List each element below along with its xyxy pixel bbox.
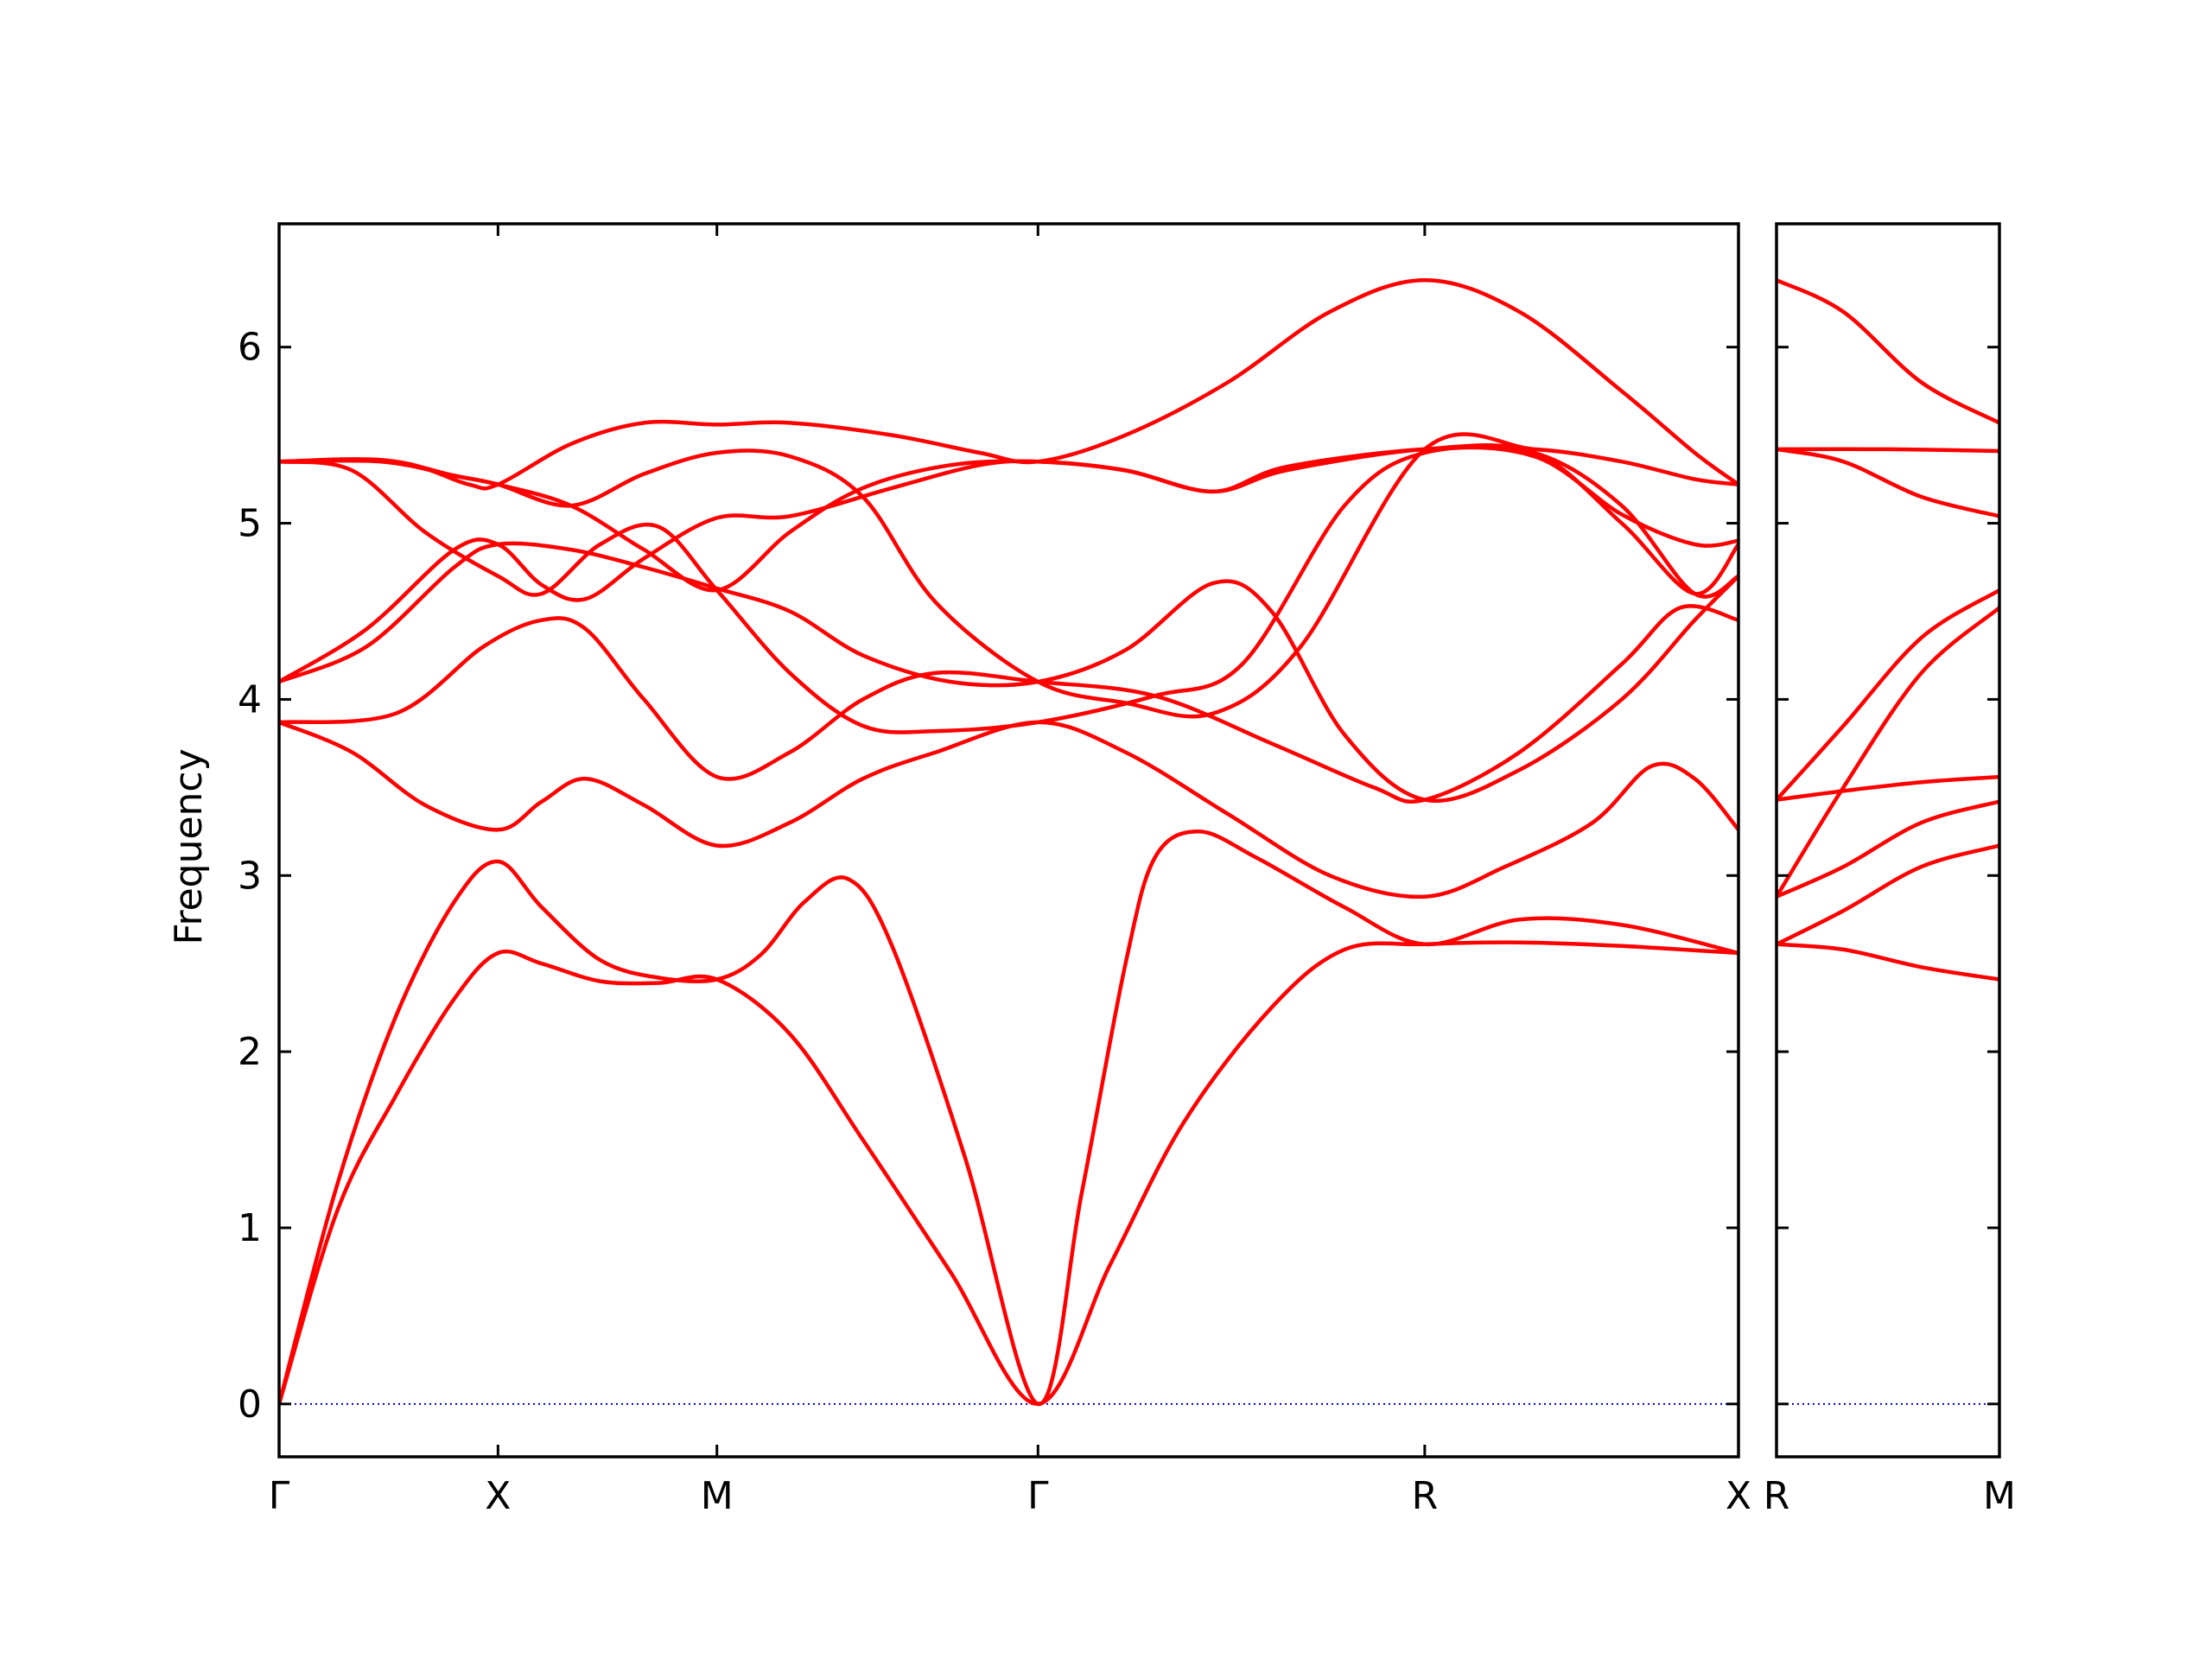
band-line-8	[1777, 447, 1999, 454]
band-line-9	[1777, 277, 1999, 425]
band-line-6	[1777, 588, 1999, 802]
band-line-1	[279, 940, 1738, 1407]
x-tick-label: M	[701, 1474, 734, 1518]
band-line-5	[279, 541, 1738, 804]
y-tick-label: 5	[238, 502, 262, 546]
band-line-7	[1777, 447, 1999, 518]
band-line-4	[279, 604, 1738, 804]
band-line-2	[1777, 843, 1999, 947]
plot-frame	[277, 222, 1740, 1459]
band-line-10	[279, 277, 1738, 491]
y-tick-label: 4	[238, 677, 262, 721]
y-axis-label: Frequency	[167, 748, 211, 944]
band-line-4	[1777, 774, 1999, 802]
x-tick-label: Γ	[1027, 1474, 1049, 1518]
x-tick-label: R	[1412, 1474, 1439, 1518]
x-tick-label: R	[1764, 1474, 1790, 1518]
y-tick-label: 2	[238, 1030, 262, 1074]
panel-main: 0 1 2 3 4 5 6 Γ X M Γ R X	[238, 222, 1751, 1518]
band-group	[1777, 277, 1999, 982]
x-tick-label: Γ	[269, 1474, 290, 1518]
band-line-2	[279, 830, 1738, 1407]
band-line-5	[1777, 606, 1999, 899]
x-tick-label: X	[1726, 1474, 1751, 1518]
y-tick-label: 0	[238, 1382, 262, 1427]
band-line-3	[1777, 799, 1999, 899]
y-tick-label: 3	[238, 854, 262, 898]
band-line-9	[279, 432, 1738, 719]
band-group	[279, 277, 1738, 1407]
band-line-3	[279, 720, 1738, 899]
y-tick-label: 1	[238, 1206, 262, 1250]
x-tick-label: M	[1983, 1474, 2016, 1518]
band-line-7	[279, 445, 1738, 734]
y-tick-label: 6	[238, 326, 262, 370]
x-tick-label: X	[485, 1474, 511, 1518]
plot-frame	[1775, 222, 2001, 1459]
band-line-1	[1777, 942, 1999, 982]
